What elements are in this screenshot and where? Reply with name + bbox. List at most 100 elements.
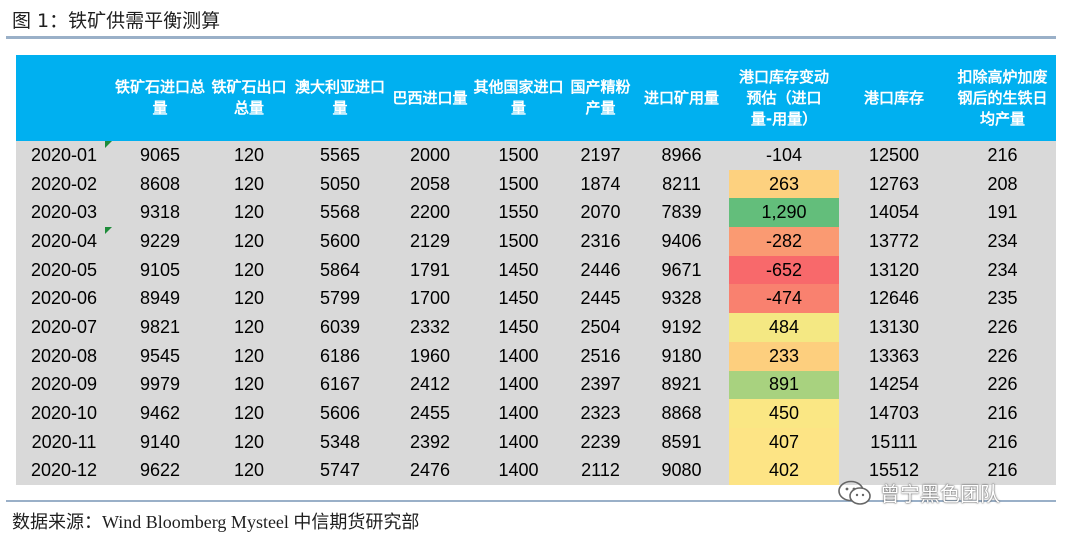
table-cell: 1400: [470, 427, 567, 457]
table-cell: 8966: [634, 141, 729, 170]
table-cell: 120: [208, 284, 290, 314]
table-cell: 1550: [470, 198, 567, 228]
table-cell: 8868: [634, 399, 729, 428]
inventory-change-cell: 484: [729, 313, 839, 342]
table-cell: 14054: [839, 198, 949, 228]
table-cell: 9406: [634, 227, 729, 256]
table-cell: 14703: [839, 399, 949, 428]
table-cell: 191: [949, 198, 1056, 228]
table-cell: 120: [208, 141, 290, 170]
row-date: 2020-11: [16, 427, 112, 457]
wechat-icon: [838, 480, 872, 506]
row-date-text: 2020-05: [30, 259, 98, 280]
table-cell: 216: [949, 456, 1056, 486]
table-cell: 120: [208, 169, 290, 199]
row-date: 2020-06: [16, 284, 112, 314]
bottom-rule: [6, 500, 1056, 502]
table-row: 2020-02 8608 120 5050 2058 1500 1874 8211 263 127…: [16, 169, 1056, 199]
column-header: 澳大利亚进口量: [290, 55, 390, 141]
row-date: 2020-01: [16, 141, 112, 170]
table-cell: 8949: [112, 284, 208, 314]
table-cell: 120: [208, 456, 290, 486]
table-cell: 9328: [634, 284, 729, 314]
table-body: 2020-01 9065 120 5565 2000 1500 2197 8966 -104 12…: [16, 141, 1056, 486]
table-row: 2020-11 9140 120 5348 2392 1400 2239 8591 407 151…: [16, 427, 1056, 457]
row-date: 2020-10: [16, 399, 112, 428]
table-cell: 5864: [290, 255, 390, 285]
table-cell: 120: [208, 227, 290, 256]
table-row: 2020-12 9622 120 5747 2476 1400 2112 9080 402 155…: [16, 456, 1056, 486]
table-cell: 2058: [390, 169, 470, 199]
table-cell: 9622: [112, 456, 208, 486]
inventory-change-cell: 1,290: [729, 198, 839, 228]
table-cell: 9545: [112, 341, 208, 371]
table-cell: 2455: [390, 399, 470, 428]
table-cell: 2445: [567, 284, 634, 314]
table-row: 2020-03 9318 120 5568 2200 1550 2070 7839 1,290 1…: [16, 198, 1056, 228]
table-cell: 1500: [470, 169, 567, 199]
table-cell: 2316: [567, 227, 634, 256]
table-cell: 2476: [390, 456, 470, 486]
table-cell: 9140: [112, 427, 208, 457]
row-date: 2020-02: [16, 169, 112, 199]
supply-demand-table: 铁矿石进口总量 铁矿石出口总量 澳大利亚进口量 巴西进口量 其他国家进口量 国产精粉产量进…: [16, 55, 1056, 486]
table-cell: 5348: [290, 427, 390, 457]
table-cell: 13772: [839, 227, 949, 256]
table-cell: 12500: [839, 141, 949, 170]
row-date: 2020-03: [16, 198, 112, 228]
table-cell: 2239: [567, 427, 634, 457]
table-cell: 1450: [470, 284, 567, 314]
table-row: 2020-07 9821 120 6039 2332 1450 2504 9192 484 131…: [16, 313, 1056, 342]
table-cell: 2332: [390, 313, 470, 342]
cell-comment-flag: [105, 227, 112, 235]
table-cell: 216: [949, 399, 1056, 428]
table-cell: 6186: [290, 341, 390, 371]
table-row: 2020-09 9979 120 6167 2412 1400 2397 8921 891 142…: [16, 370, 1056, 400]
table-cell: 120: [208, 198, 290, 228]
table-row: 2020-05 9105 120 5864 1791 1450 2446 9671 -652 13…: [16, 255, 1056, 285]
table-cell: 2200: [390, 198, 470, 228]
table-cell: 234: [949, 227, 1056, 256]
inventory-change-cell: -282: [729, 227, 839, 256]
column-header: 港口库存: [839, 55, 949, 141]
row-date-text: 2020-03: [30, 202, 98, 223]
table-cell: 2197: [567, 141, 634, 170]
cell-comment-flag: [105, 141, 112, 148]
table-cell: 2112: [567, 456, 634, 486]
table-cell: 1500: [470, 141, 567, 170]
table-cell: 5568: [290, 198, 390, 228]
watermark-text: 曾宁黑色团队: [880, 482, 1000, 506]
column-header: 铁矿石进口总量: [112, 55, 208, 141]
row-date-text: 2020-10: [30, 403, 98, 424]
table-cell: 2446: [567, 255, 634, 285]
table-cell: 120: [208, 427, 290, 457]
table-cell: 1400: [470, 456, 567, 486]
table-cell: 216: [949, 427, 1056, 457]
table-cell: 8591: [634, 427, 729, 457]
table-cell: 1874: [567, 169, 634, 199]
inventory-change-cell: 891: [729, 370, 839, 400]
table-cell: 6167: [290, 370, 390, 400]
inventory-change-cell: 263: [729, 169, 839, 199]
inventory-change-cell: 233: [729, 341, 839, 371]
table-cell: 1500: [470, 227, 567, 256]
inventory-change-cell: -652: [729, 255, 839, 285]
table-cell: 1400: [470, 370, 567, 400]
table-cell: 1400: [470, 399, 567, 428]
column-header: 扣除高炉加废钢后的生铁日均产量: [949, 55, 1056, 141]
source-note: 数据来源：Wind Bloomberg Mysteel 中信期货研究部: [12, 512, 420, 532]
row-date-text: 2020-01: [30, 144, 98, 165]
table-cell: 216: [949, 141, 1056, 170]
table-cell: 226: [949, 341, 1056, 371]
inventory-change-cell: -104: [729, 141, 839, 170]
table-cell: 13120: [839, 255, 949, 285]
inventory-change-cell: 450: [729, 399, 839, 428]
table-cell: 2392: [390, 427, 470, 457]
table-cell: 13363: [839, 341, 949, 371]
table-cell: 9180: [634, 341, 729, 371]
row-date: 2020-04: [16, 227, 112, 256]
table-row: 2020-08 9545 120 6186 1960 1400 2516 9180 233 133…: [16, 341, 1056, 371]
table-row: 2020-01 9065 120 5565 2000 1500 2197 8966 -104 12…: [16, 141, 1056, 170]
row-date-text: 2020-07: [30, 316, 98, 337]
table-cell: 5747: [290, 456, 390, 486]
